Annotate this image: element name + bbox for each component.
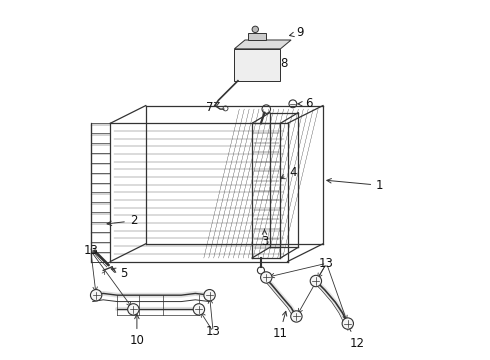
Text: 9: 9	[290, 26, 304, 39]
Text: 10: 10	[129, 314, 145, 347]
Text: 12: 12	[348, 325, 365, 350]
Circle shape	[261, 272, 272, 283]
Circle shape	[342, 318, 353, 329]
Circle shape	[291, 311, 302, 322]
Polygon shape	[234, 40, 291, 49]
Text: 3: 3	[261, 229, 268, 248]
Text: 6: 6	[298, 97, 313, 110]
Circle shape	[128, 304, 139, 315]
Circle shape	[204, 289, 215, 301]
Circle shape	[310, 275, 321, 287]
Text: 2: 2	[107, 214, 137, 227]
Circle shape	[252, 26, 258, 32]
Text: 5: 5	[111, 267, 127, 280]
Text: 11: 11	[272, 311, 287, 340]
Text: 4: 4	[280, 166, 297, 179]
Text: 13: 13	[206, 325, 220, 338]
Text: 8: 8	[273, 57, 288, 69]
Circle shape	[193, 304, 205, 315]
Text: 7: 7	[206, 101, 219, 114]
Text: 13: 13	[319, 257, 334, 270]
Bar	[248, 33, 266, 40]
Circle shape	[91, 289, 102, 301]
Text: 1: 1	[327, 179, 384, 192]
Text: 13: 13	[83, 244, 98, 257]
Polygon shape	[234, 49, 280, 81]
